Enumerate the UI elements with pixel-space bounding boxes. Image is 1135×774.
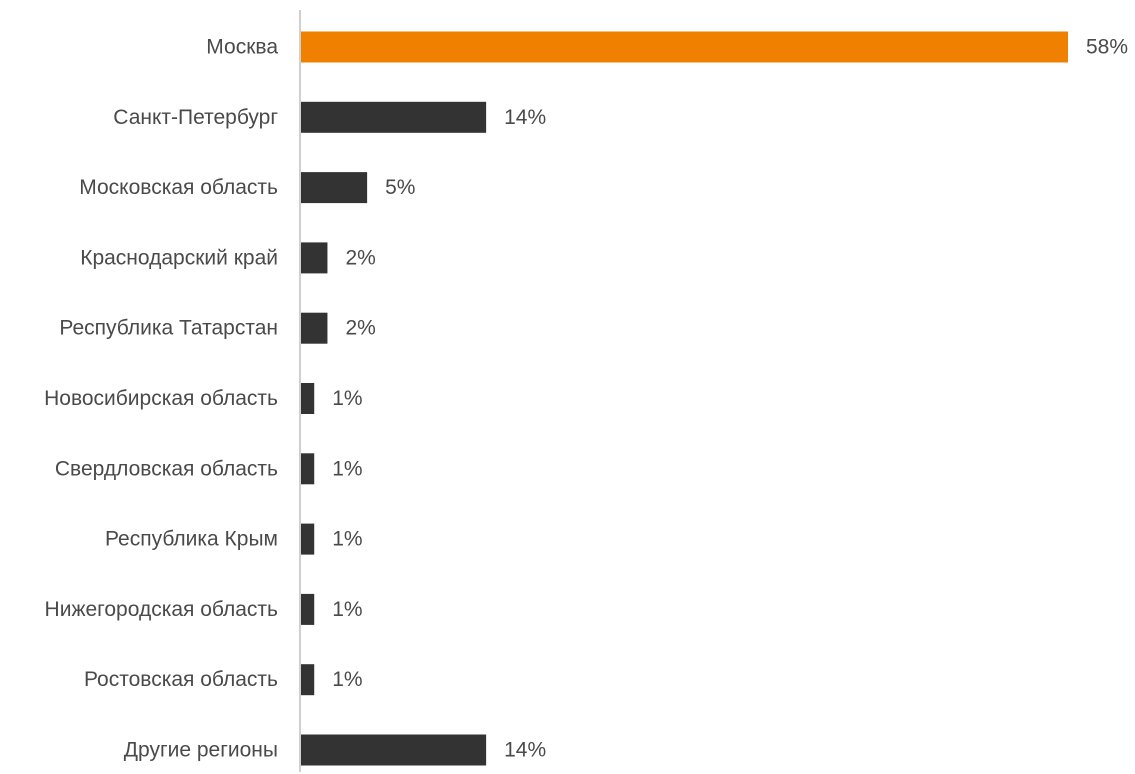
bar — [301, 172, 368, 204]
bar — [301, 453, 315, 485]
category-label: Москва — [206, 36, 278, 59]
category-label: Новосибирская область — [44, 387, 278, 410]
category-label: Свердловская область — [55, 457, 278, 480]
value-label: 14% — [504, 739, 546, 762]
category-label: Республика Татарстан — [59, 317, 278, 340]
value-labels: 58% 14% 5% 2% 2% 1% 1% 1% 1% 1% 14% — [332, 36, 1128, 762]
bar — [301, 383, 315, 414]
value-label: 14% — [504, 106, 546, 129]
category-label: Санкт-Петербург — [113, 106, 278, 129]
bar — [301, 523, 315, 555]
bar — [301, 664, 315, 696]
value-label: 1% — [332, 668, 362, 691]
value-label: 5% — [385, 176, 415, 199]
value-label: 2% — [345, 317, 375, 340]
bar — [301, 734, 487, 766]
value-label: 1% — [332, 457, 362, 480]
category-label: Другие регионы — [124, 739, 278, 762]
bars — [301, 31, 1068, 766]
value-label: 1% — [332, 598, 362, 621]
category-labels: Москва Санкт-Петербург Московская область К… — [44, 36, 278, 762]
value-label: 2% — [345, 246, 375, 269]
value-label: 1% — [332, 387, 362, 410]
category-label: Московская область — [79, 176, 278, 199]
bar — [301, 242, 328, 274]
category-label: Республика Крым — [105, 528, 278, 551]
bar — [301, 101, 487, 133]
value-label: 58% — [1086, 36, 1128, 59]
category-label: Ростовская область — [84, 668, 278, 691]
category-label: Нижегородская область — [45, 598, 278, 621]
value-label: 1% — [332, 528, 362, 551]
category-label: Краснодарский край — [80, 246, 278, 269]
bar — [301, 312, 328, 344]
bar — [301, 593, 315, 625]
bar — [301, 31, 1068, 63]
